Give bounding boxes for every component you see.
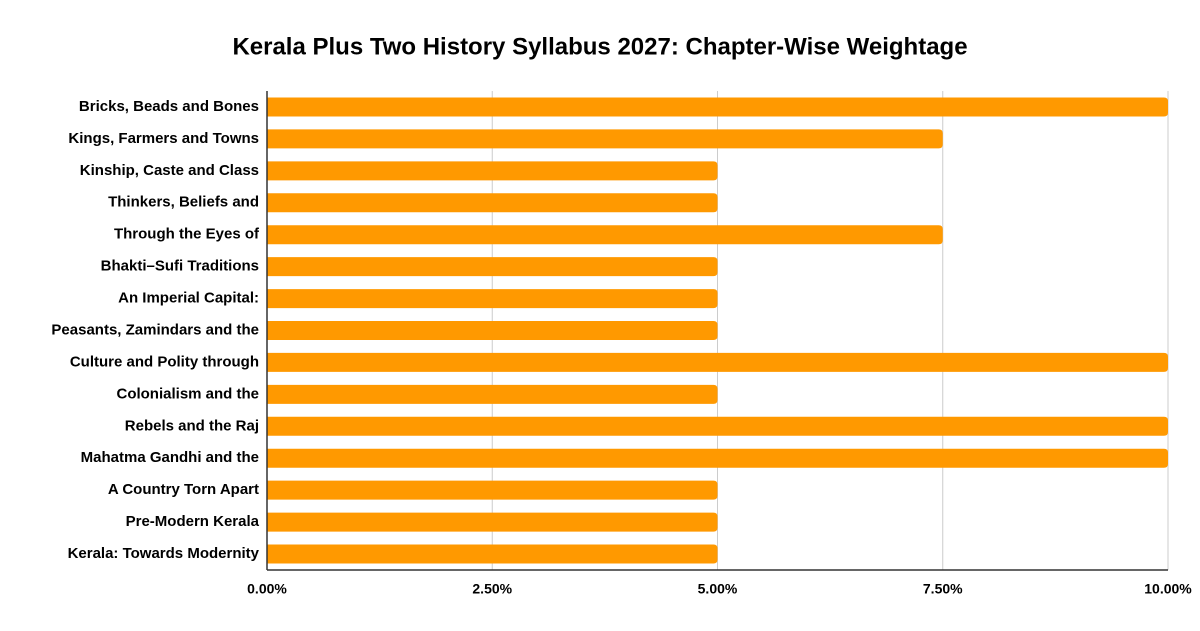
x-tick-label: 0.00%: [247, 581, 287, 597]
y-tick-label: Rebels and the Raj: [125, 417, 259, 434]
y-tick-label: Colonialism and the: [116, 385, 259, 402]
bar: [267, 513, 718, 532]
bar: [267, 129, 943, 148]
y-tick-label: Culture and Polity through: [70, 353, 259, 370]
y-tick-label: Bhakti–Sufi Traditions: [101, 258, 259, 275]
bar: [267, 97, 1168, 116]
x-tick-label: 2.50%: [472, 581, 512, 597]
bar: [267, 321, 718, 340]
x-tick-label: 7.50%: [923, 581, 963, 597]
y-tick-label: Kinship, Caste and Class: [80, 162, 259, 179]
bar: [267, 225, 943, 244]
bar: [267, 161, 718, 180]
bar: [267, 545, 718, 564]
y-tick-label: Kerala: Towards Modernity: [68, 545, 260, 562]
chart-title: Kerala Plus Two History Syllabus 2027: C…: [232, 33, 967, 60]
y-tick-label: Mahatma Gandhi and the: [81, 449, 259, 466]
x-tick-label: 10.00%: [1144, 581, 1192, 597]
y-tick-label: Peasants, Zamindars and the: [51, 321, 259, 338]
bar: [267, 449, 1168, 468]
bar: [267, 481, 718, 500]
y-tick-label: Bricks, Beads and Bones: [79, 98, 259, 115]
y-tick-label: An Imperial Capital:: [118, 290, 259, 307]
bar: [267, 289, 718, 308]
y-tick-label: Through the Eyes of: [114, 226, 260, 243]
x-tick-label: 5.00%: [698, 581, 738, 597]
y-tick-label: Kings, Farmers and Towns: [68, 130, 259, 147]
y-tick-label: A Country Torn Apart: [108, 481, 259, 498]
y-tick-label: Pre-Modern Kerala: [126, 513, 260, 530]
bar: [267, 193, 718, 212]
bar: [267, 417, 1168, 436]
y-tick-label: Thinkers, Beliefs and: [108, 194, 259, 211]
bar: [267, 353, 1168, 372]
bar: [267, 385, 718, 404]
bar: [267, 257, 718, 276]
